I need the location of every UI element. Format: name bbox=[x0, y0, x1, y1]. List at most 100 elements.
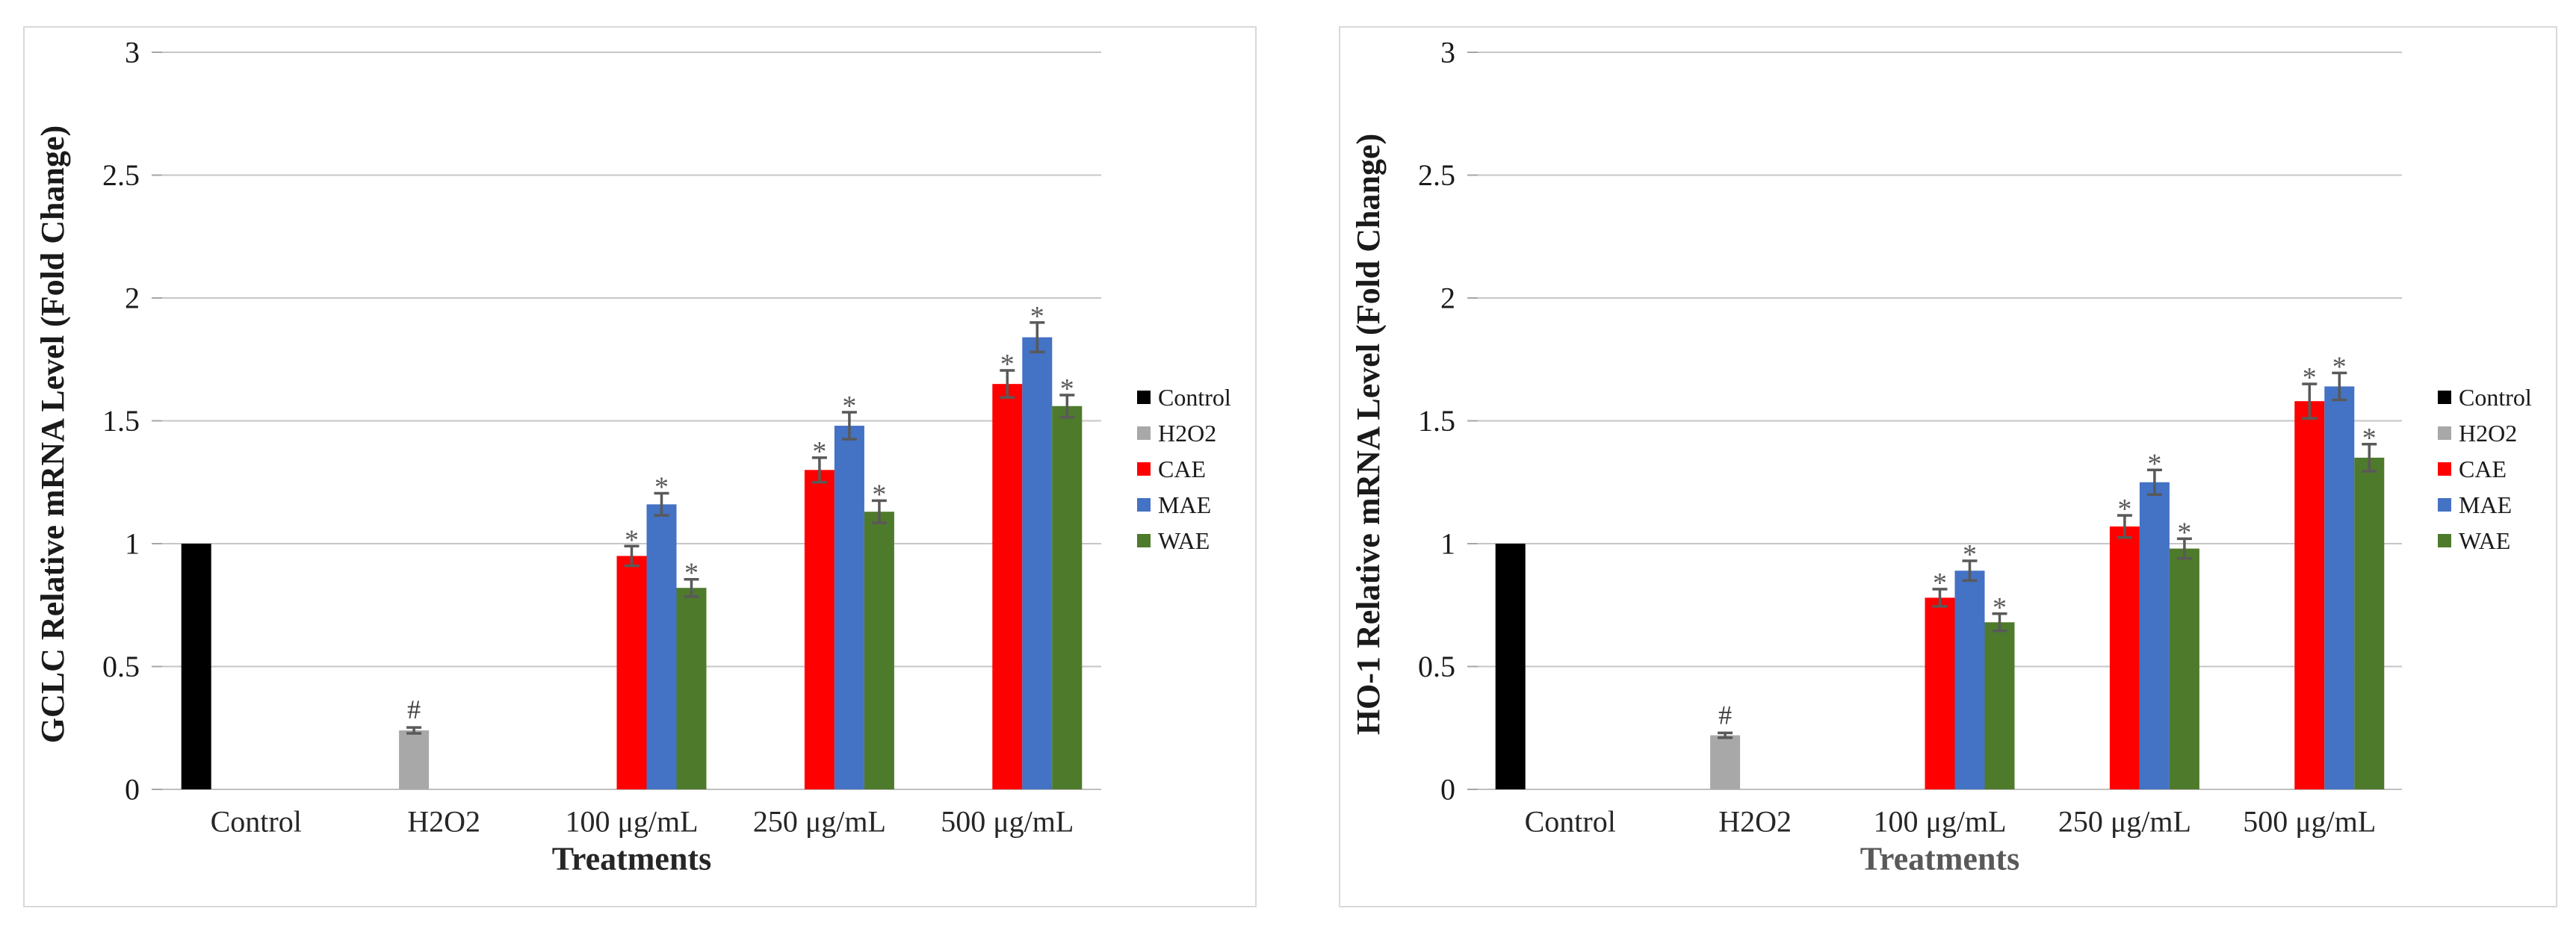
error-bar bbox=[2302, 382, 2318, 420]
x-axis-title: Treatments bbox=[1860, 841, 2019, 877]
significance-marker: # bbox=[1718, 700, 1732, 730]
y-tick-label: 2 bbox=[1440, 282, 1455, 315]
significance-marker: * bbox=[2177, 517, 2191, 548]
y-tick-label: 2.5 bbox=[1418, 158, 1455, 192]
gclc-bar-chart: 3 2.5 2 1.5 1 0.5 0 GCLC Relative mRNA Level (F… bbox=[34, 36, 1231, 877]
legend-swatch bbox=[2438, 462, 2451, 476]
significance-marker: * bbox=[2362, 423, 2377, 454]
ho1-chart-panel: 3 2.5 2 1.5 1 0.5 0 HO-1 Relative mRNA Level (F… bbox=[1339, 26, 2557, 907]
bar-mae bbox=[1022, 337, 1053, 789]
error-bar bbox=[1992, 612, 2007, 633]
x-tick-label: 100 μg/mL bbox=[1873, 805, 2006, 839]
legend-swatch bbox=[1137, 498, 1151, 512]
error-bar bbox=[2176, 537, 2192, 560]
legend-label: MAE bbox=[1158, 491, 1211, 518]
error-bar bbox=[841, 411, 857, 441]
significance-marker: * bbox=[2117, 494, 2131, 525]
bar-h2o2 bbox=[1710, 735, 1741, 789]
legend-item-cae: CAE bbox=[2438, 456, 2507, 482]
error-bar bbox=[2362, 443, 2377, 473]
bar-mae bbox=[2324, 386, 2355, 789]
bar-cae bbox=[616, 556, 647, 789]
x-tick-label: 500 μg/mL bbox=[941, 805, 1074, 839]
error-bar bbox=[2332, 371, 2347, 402]
significance-marker: * bbox=[654, 472, 669, 503]
x-axis-title: Treatments bbox=[552, 841, 711, 877]
bar-mae bbox=[2139, 482, 2170, 789]
bar-wae bbox=[1052, 406, 1083, 789]
significance-marker: * bbox=[2332, 351, 2347, 382]
bar-mae bbox=[834, 426, 864, 789]
bar-control bbox=[1495, 544, 1526, 789]
legend-label: CAE bbox=[2459, 456, 2507, 482]
legend-swatch bbox=[1137, 462, 1151, 476]
y-axis-title: HO-1 Relative mRNA Level (Fold Change) bbox=[1350, 134, 1387, 735]
bar-cae bbox=[992, 384, 1023, 789]
x-tick-label: Control bbox=[211, 805, 302, 839]
legend-item-control: Control bbox=[1137, 384, 1231, 411]
y-tick-label: 2.5 bbox=[102, 158, 140, 192]
legend-label: MAE bbox=[2459, 491, 2512, 518]
error-bar bbox=[811, 456, 827, 484]
y-tick-label: 1.5 bbox=[1418, 404, 1455, 438]
y-axis-title: GCLC Relative mRNA Level (Fold Change) bbox=[34, 125, 71, 743]
x-tick-label: H2O2 bbox=[1718, 805, 1792, 839]
legend-label: WAE bbox=[2459, 527, 2510, 554]
legend-label: CAE bbox=[1158, 456, 1206, 482]
y-tick-label: 2 bbox=[125, 282, 140, 315]
error-bar bbox=[624, 544, 640, 568]
bar-control bbox=[181, 544, 211, 789]
bar-mae bbox=[1954, 571, 1985, 789]
legend-swatch bbox=[2438, 498, 2451, 512]
x-tick-label: 250 μg/mL bbox=[2058, 805, 2191, 839]
legend-item-h2o2: H2O2 bbox=[2438, 420, 2517, 447]
legend-label: WAE bbox=[1158, 527, 1210, 554]
significance-marker: # bbox=[407, 695, 421, 724]
error-bar bbox=[2117, 514, 2132, 539]
bar-cae bbox=[2109, 526, 2140, 789]
significance-marker: * bbox=[842, 391, 856, 422]
y-tick-label: 0.5 bbox=[102, 650, 140, 683]
legend-label: Control bbox=[2459, 384, 2532, 411]
error-bar bbox=[871, 499, 887, 524]
significance-marker: * bbox=[1000, 349, 1015, 380]
significance-marker: * bbox=[2147, 448, 2161, 479]
bar-h2o2 bbox=[399, 730, 430, 789]
bar-wae bbox=[1984, 622, 2015, 789]
y-tick-label: 1.5 bbox=[102, 404, 140, 438]
error-bar bbox=[1718, 731, 1733, 739]
significance-marker: * bbox=[2303, 362, 2317, 394]
x-tick-label: 500 μg/mL bbox=[2243, 805, 2376, 839]
y-tick-label: 0 bbox=[1440, 773, 1455, 807]
legend-item-h2o2: H2O2 bbox=[1137, 420, 1216, 447]
error-bar bbox=[684, 577, 699, 598]
y-tick-label: 1 bbox=[1440, 527, 1455, 561]
legend-item-mae: MAE bbox=[1137, 491, 1211, 518]
legend-label: H2O2 bbox=[1158, 420, 1216, 447]
error-bar bbox=[1059, 394, 1075, 419]
error-bar bbox=[1000, 369, 1015, 399]
legend-swatch bbox=[2438, 534, 2451, 547]
bar-wae bbox=[676, 588, 707, 789]
y-tick-label: 3 bbox=[1440, 36, 1455, 69]
error-bar bbox=[2146, 468, 2162, 496]
x-tick-label: 250 μg/mL bbox=[753, 805, 886, 839]
legend-label: H2O2 bbox=[2459, 420, 2517, 447]
y-tick-label: 1 bbox=[125, 527, 140, 561]
bar-cae bbox=[804, 470, 835, 789]
legend-label: Control bbox=[1158, 384, 1231, 411]
error-bar bbox=[406, 726, 422, 735]
significance-marker: * bbox=[1060, 373, 1074, 405]
legend-item-wae: WAE bbox=[1137, 527, 1210, 554]
legend-item-mae: MAE bbox=[2438, 491, 2512, 518]
significance-marker: * bbox=[625, 524, 639, 556]
significance-marker: * bbox=[1030, 301, 1044, 332]
error-bar bbox=[1962, 559, 1978, 582]
legend-swatch bbox=[1137, 426, 1151, 440]
bar-cae bbox=[2294, 401, 2325, 789]
ho-1-bar-chart: 3 2.5 2 1.5 1 0.5 0 HO-1 Relative mRNA Level (F… bbox=[1350, 36, 2532, 877]
legend-item-cae: CAE bbox=[1137, 456, 1206, 482]
error-bar bbox=[1932, 588, 1948, 608]
x-tick-label: 100 μg/mL bbox=[565, 805, 698, 839]
